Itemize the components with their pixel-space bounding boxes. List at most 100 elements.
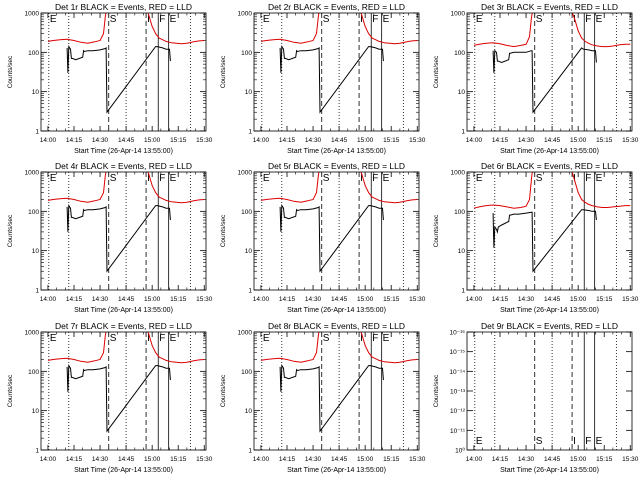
det-5-marker-label: I	[360, 173, 363, 184]
det-3-series-lld	[473, 13, 631, 48]
det-9-ytick-label: 10⁻¹⁶	[449, 330, 465, 337]
det-4-ytick-label: 100	[28, 209, 39, 216]
det-6-xtick-label: 15:30	[622, 296, 639, 303]
det-7-title: Det 7r BLACK = Events, RED = LLD	[55, 321, 192, 331]
det-3-marker-label: E	[476, 14, 483, 25]
det-6-marker-label: F	[585, 173, 591, 184]
det-3-ytick-label: 100	[454, 50, 465, 57]
det-5-marker-label: E	[383, 173, 390, 184]
det-9-ylabel: Counts/sec	[433, 374, 440, 407]
det-7-xtick-label: 15:00	[144, 456, 161, 463]
det-5-frame	[253, 171, 420, 291]
det-1-ylabel: Counts/sec	[7, 55, 14, 88]
det-2-panel: Det 2r BLACK = Events, RED = LLD Counts/s…	[220, 2, 426, 155]
det-1-marker-label: F	[159, 14, 165, 25]
det-5-ylabel: Counts/sec	[220, 214, 227, 247]
det-8-title: Det 8r BLACK = Events, RED = LLD	[268, 321, 405, 331]
det-5-marker-label: E	[263, 173, 270, 184]
det-9-xtick-label: 14:00	[466, 456, 483, 463]
det-1-marker-label: E	[170, 14, 177, 25]
det-6-series-events	[492, 209, 597, 273]
det-1-panel: Det 1r BLACK = Events, RED = LLD Counts/s…	[7, 2, 213, 155]
det-8-series-events	[279, 364, 384, 433]
det-3-xtick-label: 14:30	[518, 137, 535, 144]
det-2-marker-label: S	[323, 14, 330, 25]
det-2-xtick-label: 14:00	[253, 137, 270, 144]
det-7-ytick-label: 100	[28, 369, 39, 376]
det-2-xtick-label: 14:45	[331, 137, 348, 144]
det-7-xtick-label: 15:15	[170, 456, 187, 463]
det-6-xtick-label: 14:45	[544, 296, 561, 303]
det-1-frame	[40, 12, 207, 132]
det-5-xtick-label: 14:30	[305, 296, 322, 303]
det-1-ytick-label: 10	[32, 89, 40, 96]
det-3-xtick-label: 14:00	[466, 137, 483, 144]
det-6-xtick-label: 14:15	[492, 296, 509, 303]
det-7-ylabel: Counts/sec	[7, 374, 14, 407]
det-3-xtick-label: 15:15	[596, 137, 613, 144]
det-5-xtick-label: 14:15	[279, 296, 296, 303]
det-5-ytick-label: 10	[245, 248, 253, 255]
det-7-ytick-label: 10	[32, 408, 40, 415]
det-6-frame	[466, 171, 633, 291]
det-4-ytick-label: 1000	[25, 170, 40, 177]
det-6-marker-label: E	[596, 173, 603, 184]
det-4-xtick-label: 14:30	[92, 296, 109, 303]
det-8-ytick-label: 100	[241, 369, 252, 376]
det-1-marker-label: S	[110, 14, 117, 25]
det-4-xtick-label: 14:45	[118, 296, 135, 303]
det-3-series-events	[492, 47, 597, 114]
det-3-ylabel: Counts/sec	[433, 55, 440, 88]
det-1-xtick-label: 14:00	[40, 137, 57, 144]
det-9-ytick-label: 10⁻¹³	[450, 389, 466, 396]
det-9-xtick-label: 14:15	[492, 456, 509, 463]
det-8-ytick-label: 1	[248, 448, 252, 455]
det-4-title: Det 4r BLACK = Events, RED = LLD	[55, 161, 192, 171]
det-9-marker-label: E	[476, 436, 483, 447]
det-4-marker-label: E	[50, 173, 57, 184]
det-3-xtick-label: 15:00	[570, 137, 587, 144]
det-4-marker-label: F	[159, 173, 165, 184]
det-6-marker-label: E	[476, 173, 483, 184]
det-7-series-events	[66, 364, 171, 433]
det-4-series-lld	[47, 172, 205, 204]
det-2-ylabel: Counts/sec	[220, 55, 227, 88]
det-2-marker-label: E	[383, 14, 390, 25]
det-3-marker-label: E	[596, 14, 603, 25]
det-8-marker-label: E	[383, 333, 390, 344]
det-9-frame	[466, 331, 633, 451]
det-6-xtick-label: 14:00	[466, 296, 483, 303]
det-3-xtick-label: 14:45	[544, 137, 561, 144]
det-9-xlabel: Start Time (26-Apr-14 13:55:00)	[500, 467, 599, 474]
det-5-xtick-label: 14:00	[253, 296, 270, 303]
det-5-xtick-label: 15:30	[409, 296, 426, 303]
det-7-marker-label: E	[170, 333, 177, 344]
det-4-marker-label: E	[170, 173, 177, 184]
det-4-marker-label: I	[147, 173, 150, 184]
det-9-ytick-label: 10⁻¹¹	[450, 428, 466, 435]
det-4-ytick-label: 1	[35, 288, 39, 295]
det-5-panel: Det 5r BLACK = Events, RED = LLD Counts/s…	[220, 161, 426, 314]
det-5-xtick-label: 14:45	[331, 296, 348, 303]
det-5-series-lld	[260, 172, 418, 204]
det-1-xtick-label: 14:30	[92, 137, 109, 144]
det-4-xtick-label: 15:15	[170, 296, 187, 303]
det-4-xtick-label: 14:00	[40, 296, 57, 303]
det-4-marker-label: S	[110, 173, 117, 184]
det-3-marker-label: S	[536, 14, 543, 25]
det-4-xlabel: Start Time (26-Apr-14 13:55:00)	[74, 307, 173, 314]
det-4-series-events	[66, 204, 171, 273]
det-7-frame	[40, 331, 207, 451]
det-8-marker-label: S	[323, 333, 330, 344]
det-2-xtick-label: 14:30	[305, 137, 322, 144]
det-1-xtick-label: 15:15	[170, 137, 187, 144]
det-9-marker-label: S	[536, 436, 543, 447]
det-7-panel: Det 7r BLACK = Events, RED = LLD Counts/s…	[7, 321, 213, 474]
det-3-ytick-label: 10	[458, 89, 466, 96]
det-8-marker-label: E	[263, 333, 270, 344]
det-8-ylabel: Counts/sec	[220, 374, 227, 407]
det-3-xtick-label: 15:30	[622, 137, 639, 144]
det-8-panel: Det 8r BLACK = Events, RED = LLD Counts/s…	[220, 321, 426, 474]
det-6-ytick-label: 1000	[451, 170, 466, 177]
det-4-frame	[40, 171, 207, 291]
